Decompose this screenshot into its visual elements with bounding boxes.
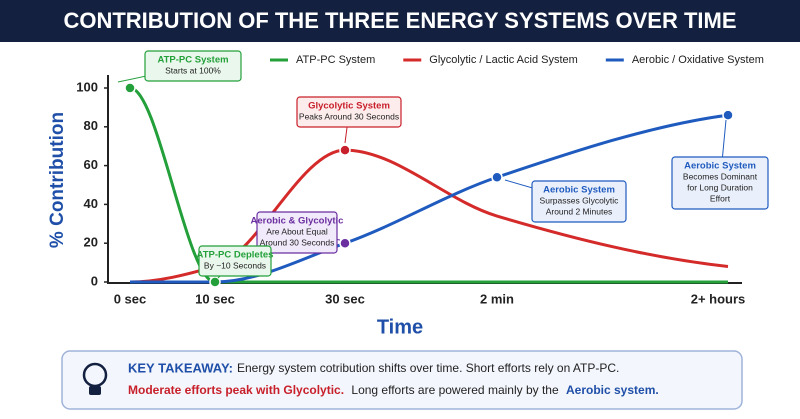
annotation-box (256, 211, 338, 254)
annotation-text: Around 2 Minutes (546, 206, 613, 216)
x-tick-label: 30 sec (325, 291, 365, 306)
annotation-text: Becomes Dominant (683, 171, 758, 181)
y-tick-label: 40 (84, 196, 98, 211)
annotation-box (144, 50, 242, 82)
y-tick-label: 100 (76, 79, 98, 94)
legend-label: Aerobic / Oxidative System (632, 54, 764, 66)
annotation-title: Glycolytic System (308, 101, 390, 112)
annotation-title: ATP-PC System (157, 55, 228, 66)
series-line (129, 86, 728, 284)
bulb-base (89, 386, 101, 395)
takeaway-red: Moderate efforts peak with Glycolytic. (128, 383, 344, 397)
annotation-text: Effort (710, 193, 731, 203)
annotation-text: Surpasses Glycolytic (540, 195, 620, 205)
point-marker (491, 171, 503, 183)
takeaway-label: KEY TAKEAWAY: (128, 360, 233, 375)
annotation-title: ATP-PC Depletes (197, 250, 274, 261)
legend-label: Glycolytic / Lactic Acid System (429, 54, 578, 66)
y-tick-label: 60 (84, 157, 98, 172)
title-banner (0, 0, 800, 42)
annotation-text: Are About Equal (266, 226, 328, 236)
annotation-title: Aerobic System (684, 161, 756, 172)
annotation-title: Aerobic System (543, 185, 615, 196)
annotation-box (531, 180, 627, 223)
takeaway-frame (61, 350, 743, 410)
point-marker (339, 237, 351, 249)
annotation-text: Starts at 100% (165, 65, 221, 75)
x-tick-label: 2 min (480, 291, 514, 306)
takeaway-text: Energy system cotribution shifts over ti… (237, 361, 619, 375)
y-tick-label: 80 (84, 118, 98, 133)
takeaway-line2: Moderate efforts peak with Glycolytic. L… (128, 383, 659, 397)
point-marker (209, 276, 221, 288)
point-marker (339, 144, 351, 156)
annotation-box (296, 96, 402, 128)
point-marker (722, 109, 734, 121)
x-tick-label: 2+ hours (691, 291, 746, 306)
x-tick-label: 10 sec (195, 291, 235, 306)
y-tick-label: 20 (84, 235, 98, 250)
annotation-title: Aerobic & Glycolytic (251, 216, 344, 227)
y-axis-title: % Contribution (47, 112, 68, 248)
annotation-text: Peaks Around 30 Seconds (299, 111, 399, 121)
takeaway-mid: Long efforts are powered mainly by the (351, 383, 559, 397)
takeaway-blue: Aerobic system. (566, 383, 659, 397)
x-axis-title: Time (377, 316, 423, 338)
x-tick-label: 0 sec (114, 291, 147, 306)
series-line (129, 113, 729, 284)
legend-label: ATP-PC System (296, 54, 375, 66)
annotation-box (198, 245, 272, 277)
annotation-text: By ~10 Seconds (204, 260, 266, 270)
takeaway-box: KEY TAKEAWAY: Energy system cotribution … (61, 350, 743, 410)
annotation-text: for Long Duration (687, 182, 753, 192)
chart-title: CONTRIBUTION OF THE THREE ENERGY SYSTEMS… (63, 8, 736, 33)
y-tick-label: 0 (91, 273, 98, 288)
annotation-text: Around 30 Seconds (260, 237, 335, 247)
point-marker (124, 82, 136, 94)
annotation-box (671, 156, 769, 210)
